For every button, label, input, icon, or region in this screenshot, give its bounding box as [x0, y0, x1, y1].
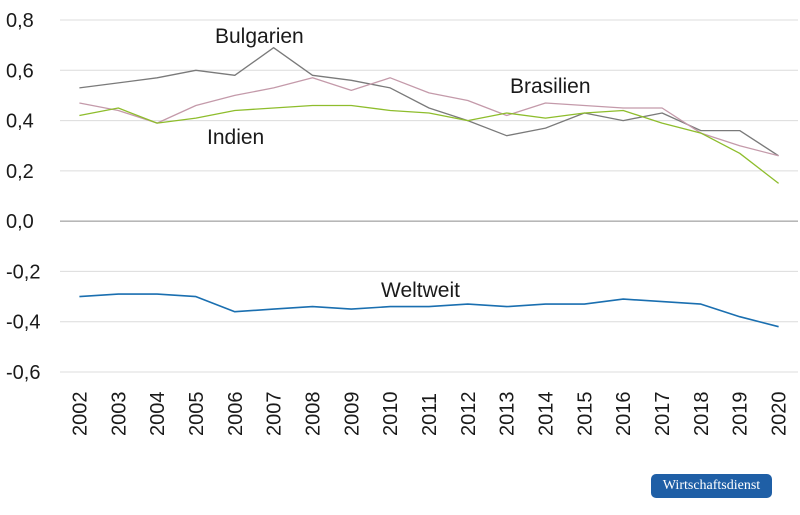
y-tick-label: -0,4 — [6, 312, 40, 334]
y-axis-ticks: 0,8 0,6 0,4 0,2 0,0 -0,2 -0,4 -0,6 — [6, 10, 40, 384]
x-tick-label: 2009 — [341, 392, 363, 437]
x-tick-label: 2017 — [652, 392, 674, 437]
x-tick-label: 2015 — [574, 392, 596, 437]
y-tick-label: 0,6 — [6, 60, 34, 82]
y-tick-label: 0,0 — [6, 211, 34, 233]
x-tick-label: 2013 — [497, 392, 519, 437]
x-tick-label: 2011 — [419, 393, 441, 436]
label-brasilien: Brasilien — [510, 75, 591, 98]
series-labels: Bulgarien Brasilien Indien Weltweit — [207, 25, 591, 302]
x-tick-label: 2018 — [691, 392, 713, 437]
series-line-indien — [79, 104, 779, 184]
x-tick-label: 2020 — [769, 392, 791, 437]
series-lines — [79, 47, 779, 328]
x-tick-label: 2003 — [108, 392, 130, 437]
series-line-brasilien — [79, 77, 779, 157]
x-tick-label: 2014 — [536, 392, 558, 437]
x-tick-label: 2016 — [613, 392, 635, 437]
x-tick-label: 2010 — [380, 392, 402, 437]
y-tick-label: -0,2 — [6, 261, 40, 283]
x-tick-label: 2005 — [186, 392, 208, 437]
y-tick-label: 0,8 — [6, 10, 34, 32]
x-tick-label: 2002 — [69, 392, 91, 437]
x-tick-label: 2008 — [302, 392, 324, 437]
y-tick-label: 0,4 — [6, 111, 34, 133]
label-indien: Indien — [207, 126, 264, 149]
x-tick-label: 2012 — [458, 392, 480, 437]
series-line-weltweit — [79, 293, 779, 328]
y-tick-label: -0,6 — [6, 362, 40, 384]
label-bulgarien: Bulgarien — [215, 25, 304, 48]
x-axis-ticks: 2002 2003 2004 2005 2006 2007 2008 2009 2010 2011… — [69, 392, 790, 437]
series-line-bulgarien — [79, 47, 779, 157]
gridlines — [60, 19, 798, 373]
x-tick-label: 2004 — [147, 392, 169, 437]
wirtschaftsdienst-badge: Wirtschaftsdienst — [651, 474, 772, 498]
x-tick-label: 2019 — [730, 392, 752, 437]
label-weltweit: Weltweit — [381, 279, 460, 302]
x-tick-label: 2006 — [225, 392, 247, 437]
x-tick-label: 2007 — [264, 392, 286, 437]
y-tick-label: 0,2 — [6, 161, 34, 183]
